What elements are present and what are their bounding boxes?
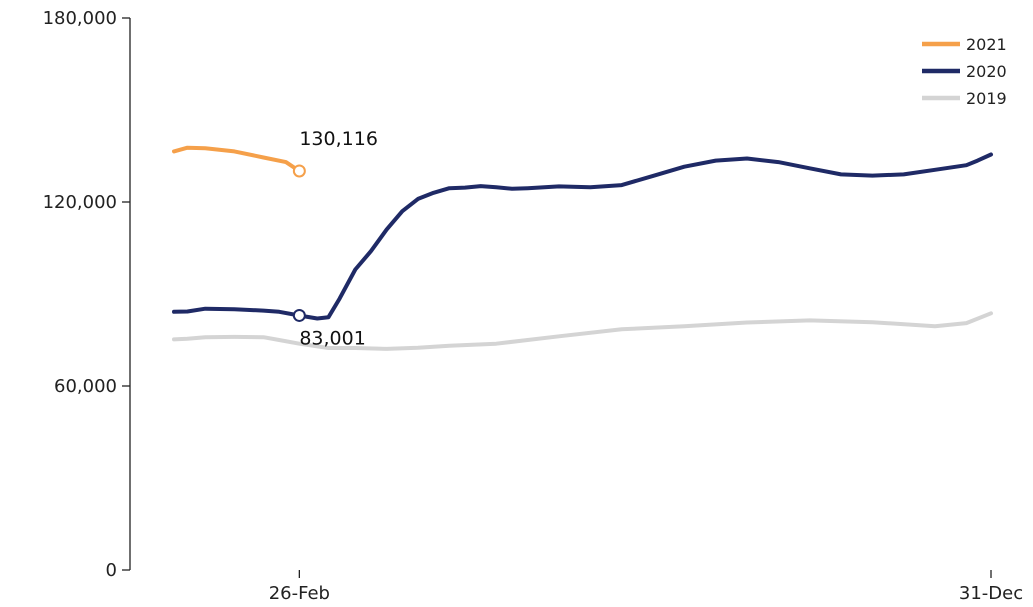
x-tick-label: 26-Feb [269, 583, 330, 604]
y-axis: 0 60,000 120,000 180,000 [43, 8, 131, 581]
legend: 2021 2020 2019 [922, 35, 1007, 108]
y-tick-label: 120,000 [43, 192, 117, 213]
y-tick-label: 180,000 [43, 8, 117, 29]
annotation-layer: 130,116 83,001 [292, 128, 378, 349]
endpoint-marker-2021 [292, 164, 306, 178]
data-label-2020: 83,001 [299, 327, 365, 349]
series-line-2019 [172, 311, 993, 351]
y-tick-label: 60,000 [54, 376, 117, 397]
series-line-2021 [172, 145, 302, 173]
data-label-2021: 130,116 [299, 128, 378, 150]
y-ticks: 0 60,000 120,000 180,000 [43, 8, 130, 581]
y-tick-label: 0 [106, 560, 117, 581]
x-ticks: 26-Feb 31-Dec [269, 570, 1023, 604]
x-tick-label: 31-Dec [959, 583, 1023, 604]
legend-label-2020: 2020 [966, 62, 1007, 81]
legend-label-2019: 2019 [966, 89, 1007, 108]
legend-label-2021: 2021 [966, 35, 1007, 54]
endpoint-marker-2020 [292, 308, 306, 322]
x-axis: 26-Feb 31-Dec [269, 570, 1023, 604]
series-line-2020 [172, 152, 993, 321]
